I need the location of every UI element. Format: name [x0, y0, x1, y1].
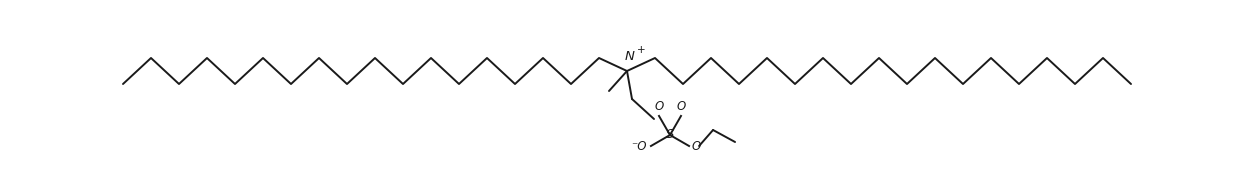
- Text: S: S: [666, 128, 674, 141]
- Text: O: O: [676, 100, 685, 113]
- Text: N: N: [625, 50, 635, 63]
- Text: +: +: [636, 45, 645, 55]
- Text: ⁻O: ⁻O: [631, 139, 646, 152]
- Text: O: O: [654, 100, 664, 113]
- Text: O: O: [692, 139, 700, 152]
